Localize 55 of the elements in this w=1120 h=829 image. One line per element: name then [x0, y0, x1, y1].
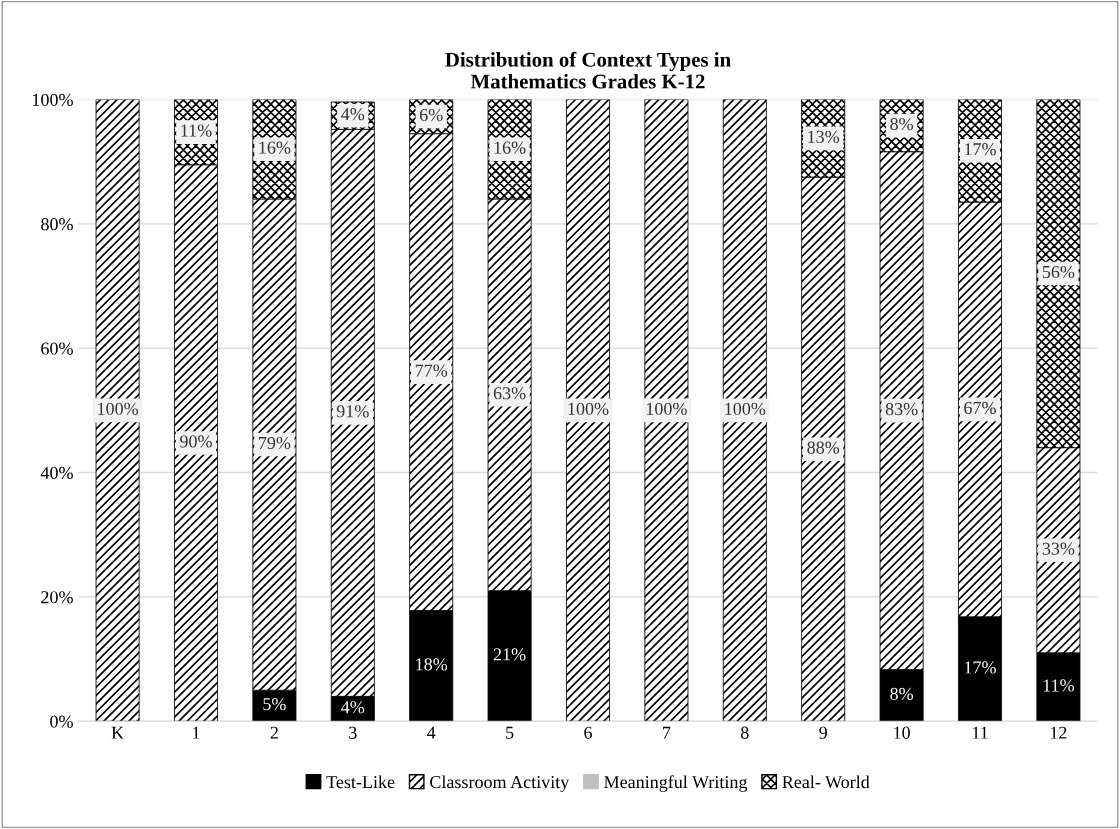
data-label: 6%	[419, 108, 443, 122]
data-label: 8%	[890, 117, 914, 131]
data-label: 88%	[807, 441, 840, 454]
x-tick-label: 5	[506, 726, 514, 739]
x-tick-label: 11	[972, 726, 988, 739]
data-label: 100%	[646, 402, 687, 415]
y-tick-label: 80%	[41, 218, 73, 231]
data-label: 100%	[98, 402, 139, 415]
x-tick-label: 3	[349, 726, 357, 739]
legend-label: Real- World	[782, 775, 870, 789]
data-label: 63%	[493, 387, 526, 400]
data-label: 33%	[1042, 542, 1075, 555]
data-label: 11%	[181, 124, 212, 137]
x-tick-label: 1	[193, 726, 200, 739]
data-label: 100%	[568, 402, 609, 415]
x-tick-label: 6	[584, 726, 592, 739]
data-label: 4%	[341, 701, 365, 714]
data-label: 8%	[890, 687, 914, 701]
y-tick-label: 60%	[41, 342, 73, 355]
x-tick-label: 9	[819, 726, 827, 739]
chart-title: Distribution of Context Types in Mathematics Grades K-12	[445, 51, 731, 89]
data-label: 4%	[341, 107, 365, 121]
data-label: 79%	[259, 436, 291, 450]
x-tick-label: 12	[1050, 726, 1067, 739]
y-tick-label: 0%	[50, 715, 73, 728]
data-label: 16%	[494, 141, 526, 154]
y-tick-label: 100%	[33, 93, 73, 106]
data-label: 16%	[259, 141, 291, 154]
legend-label: Classroom Activity	[430, 775, 570, 792]
data-label: 17%	[965, 143, 996, 156]
bar	[95, 99, 140, 722]
data-label: 13%	[808, 130, 840, 143]
data-label: 90%	[180, 435, 212, 448]
y-tick-label: 40%	[40, 466, 73, 480]
x-tick-label: 4	[427, 726, 436, 739]
data-label: 5%	[263, 698, 286, 711]
x-tick-label: 7	[663, 726, 671, 739]
data-label: 17%	[965, 661, 996, 674]
x-tick-label: 2	[270, 726, 278, 739]
y-tick-label: 20%	[41, 591, 73, 604]
data-label: 21%	[493, 648, 526, 661]
x-tick-label: 8	[740, 726, 749, 739]
legend-label: Meaningful Writing	[604, 775, 748, 792]
data-label: 91%	[336, 405, 369, 418]
data-label: 77%	[415, 364, 448, 377]
x-tick-label: 10	[894, 726, 910, 739]
bar	[644, 99, 689, 722]
data-label: 18%	[416, 658, 448, 671]
legend-label: Test-Like	[326, 775, 395, 789]
data-label: 56%	[1042, 265, 1075, 279]
data-label: 100%	[725, 402, 766, 415]
x-tick-label: K	[111, 726, 124, 739]
data-label: 11%	[1043, 679, 1074, 692]
data-label: 83%	[885, 403, 918, 416]
data-label: 67%	[964, 401, 996, 414]
